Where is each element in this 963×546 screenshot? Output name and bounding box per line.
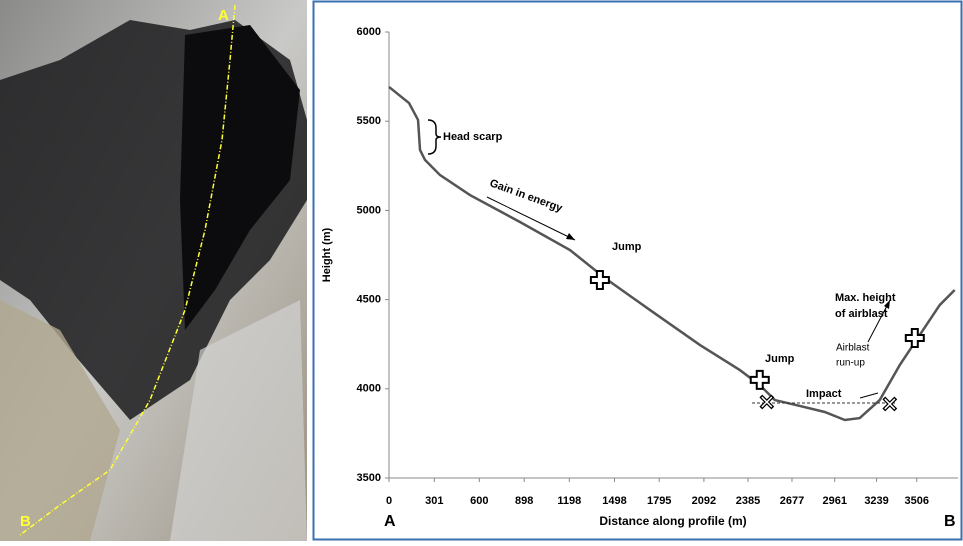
annotation: Jump [765, 353, 795, 365]
x-tick-label: 3506 [905, 495, 929, 507]
x-tick-label: 2961 [822, 495, 846, 507]
y-tick-label: 5000 [357, 204, 381, 216]
annotation: Airblast [836, 343, 870, 354]
jump-marker [589, 269, 610, 290]
y-tick-label: 4000 [357, 383, 381, 395]
annotation: run-up [836, 358, 865, 369]
annotation: Max. height [835, 292, 896, 304]
bracket [427, 119, 442, 155]
end-label: A [384, 513, 396, 530]
y-tick-label: 5500 [357, 115, 381, 127]
x-tick-label: 0 [386, 495, 392, 507]
image-label: A [218, 7, 229, 24]
annotation: of airblast [835, 308, 888, 320]
end-label: B [944, 513, 956, 530]
arrowhead [566, 233, 575, 240]
annotation: Impact [806, 388, 842, 400]
x-tick-label: 301 [425, 495, 443, 507]
arrowhead [884, 300, 890, 309]
x-tick-label: 898 [515, 495, 533, 507]
y-axis-label: Height (m) [321, 227, 333, 282]
impact-marker-inner [884, 398, 896, 410]
y-tick-label: 6000 [357, 26, 381, 38]
pointer [859, 392, 879, 399]
x-tick-label: 1198 [557, 495, 581, 507]
chart-frame [312, 0, 963, 541]
annotation: Head scarp [443, 131, 503, 143]
x-axis-label: Distance along profile (m) [599, 514, 746, 528]
x-tick-label: 600 [470, 495, 488, 507]
satellite-image: A B [0, 0, 307, 541]
annotation: Jump [612, 241, 642, 253]
jump-marker [749, 369, 770, 390]
impact-marker-inner [761, 396, 773, 408]
x-tick-label: 2092 [692, 495, 716, 507]
x-tick-label: 2385 [736, 495, 760, 507]
jump-marker [904, 327, 925, 348]
image-label: B [20, 513, 31, 530]
y-tick-label: 3500 [357, 472, 381, 484]
arrow [486, 196, 576, 241]
x-tick-label: 1795 [647, 495, 671, 507]
x-tick-label: 2677 [780, 495, 804, 507]
y-tick-label: 4500 [357, 294, 381, 306]
profile-line [388, 85, 956, 422]
x-tick-label: 1498 [602, 495, 626, 507]
x-tick-label: 3239 [864, 495, 888, 507]
